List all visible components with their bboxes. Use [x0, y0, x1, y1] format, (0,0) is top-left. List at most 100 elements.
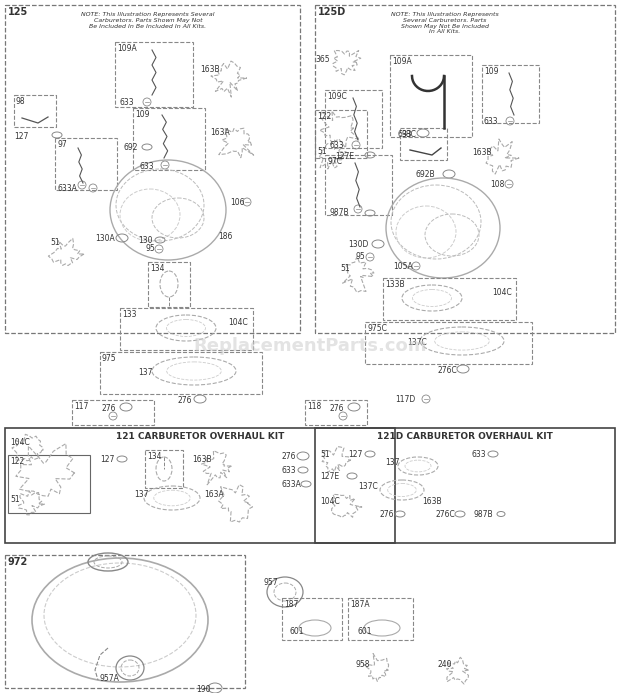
Text: 276C: 276C [435, 510, 454, 519]
Text: 601: 601 [290, 627, 304, 636]
Bar [5, 5, 300, 333]
Text: 633: 633 [398, 130, 413, 139]
Text: 137: 137 [138, 368, 153, 377]
Text: 692: 692 [123, 143, 138, 152]
Text: 122: 122 [10, 457, 24, 466]
Text: 276: 276 [282, 452, 296, 461]
Text: 975C: 975C [367, 324, 387, 333]
Text: 97C: 97C [327, 157, 342, 166]
Text: 130A: 130A [95, 234, 115, 243]
Text: 163B: 163B [200, 65, 219, 74]
Bar [383, 278, 516, 320]
Bar [72, 400, 154, 425]
Bar [390, 55, 472, 137]
Bar [8, 455, 90, 513]
Bar [325, 155, 392, 215]
Text: 276: 276 [330, 404, 345, 413]
Bar [148, 262, 190, 307]
Text: 276: 276 [177, 396, 192, 405]
Text: 105A: 105A [393, 262, 413, 271]
Text: 163B: 163B [422, 497, 441, 506]
Text: 975: 975 [102, 354, 117, 363]
Text: 633A: 633A [282, 480, 302, 489]
Bar [315, 428, 615, 543]
Text: 109A: 109A [392, 57, 412, 66]
Text: 186: 186 [218, 232, 232, 241]
Text: 127E: 127E [320, 472, 339, 481]
Text: NOTE: This Illustration Represents Several
Carburetors. Parts Shown May Not
Be I: NOTE: This Illustration Represents Sever… [81, 12, 215, 28]
Text: 972: 972 [8, 557, 29, 567]
Text: 108: 108 [490, 180, 505, 189]
Text: 163B: 163B [192, 455, 211, 464]
Bar [348, 598, 413, 640]
Text: 51: 51 [50, 238, 60, 247]
Bar [482, 65, 539, 123]
Text: 163A: 163A [204, 490, 224, 499]
Text: 98C: 98C [402, 130, 417, 139]
Text: 633: 633 [484, 117, 498, 126]
Text: 987B: 987B [474, 510, 494, 519]
Text: 190: 190 [196, 685, 211, 693]
Text: 276C: 276C [437, 366, 457, 375]
Text: 51: 51 [317, 147, 327, 156]
Text: 109A: 109A [117, 44, 137, 53]
Text: 127E: 127E [335, 152, 354, 161]
Text: 987B: 987B [330, 208, 350, 217]
Text: 240: 240 [437, 660, 451, 669]
Text: 187A: 187A [350, 600, 370, 609]
Bar [325, 90, 382, 148]
Text: 125: 125 [8, 7, 29, 17]
Text: 137: 137 [134, 490, 149, 499]
Text: 95: 95 [146, 244, 156, 253]
Text: 97: 97 [57, 140, 67, 149]
Text: 133B: 133B [385, 280, 405, 289]
Text: 127: 127 [14, 132, 29, 141]
Text: NOTE: This Illustration Represents
Several Carburetors. Parts
Shown May Not Be I: NOTE: This Illustration Represents Sever… [391, 12, 499, 35]
Text: 127: 127 [100, 455, 114, 464]
Text: 134: 134 [147, 452, 161, 461]
Bar [400, 128, 447, 160]
Text: 633A: 633A [57, 184, 77, 193]
Bar [145, 450, 183, 488]
Text: 633: 633 [140, 162, 154, 171]
Text: 51: 51 [10, 495, 20, 504]
Text: 633: 633 [330, 141, 345, 150]
Bar [365, 322, 532, 364]
Text: 692B: 692B [415, 170, 435, 179]
Text: 130: 130 [138, 236, 153, 245]
Text: 633: 633 [472, 450, 487, 459]
Text: 958: 958 [356, 660, 371, 669]
Text: 106: 106 [230, 198, 244, 207]
Text: 276: 276 [102, 404, 117, 413]
Text: 137C: 137C [407, 338, 427, 347]
Text: 130D: 130D [348, 240, 368, 249]
Text: 633: 633 [120, 98, 135, 107]
Text: 51: 51 [340, 264, 350, 273]
Text: 109: 109 [135, 110, 149, 119]
Text: 133: 133 [122, 310, 136, 319]
Text: 957: 957 [264, 578, 278, 587]
Text: 109: 109 [484, 67, 498, 76]
Text: ReplacementParts.com: ReplacementParts.com [193, 337, 427, 355]
Text: 125D: 125D [318, 7, 346, 17]
Bar [14, 95, 56, 127]
Text: 365: 365 [315, 55, 330, 64]
Text: 276: 276 [380, 510, 394, 519]
Text: 95: 95 [355, 252, 365, 261]
Text: 121 CARBURETOR OVERHAUL KIT: 121 CARBURETOR OVERHAUL KIT [116, 432, 284, 441]
Text: 163B: 163B [472, 148, 492, 157]
Text: 104C: 104C [320, 497, 340, 506]
Text: 117D: 117D [395, 395, 415, 404]
Text: 104C: 104C [492, 288, 512, 297]
Bar [120, 308, 253, 350]
Bar [282, 598, 342, 640]
Text: 163A: 163A [210, 128, 230, 137]
Text: 127: 127 [348, 450, 362, 459]
Text: 118: 118 [307, 402, 321, 411]
Text: 51: 51 [320, 450, 330, 459]
Bar [305, 400, 367, 425]
Text: 187: 187 [284, 600, 298, 609]
Text: 633: 633 [282, 466, 296, 475]
Text: 134: 134 [150, 264, 164, 273]
Text: 117: 117 [74, 402, 89, 411]
